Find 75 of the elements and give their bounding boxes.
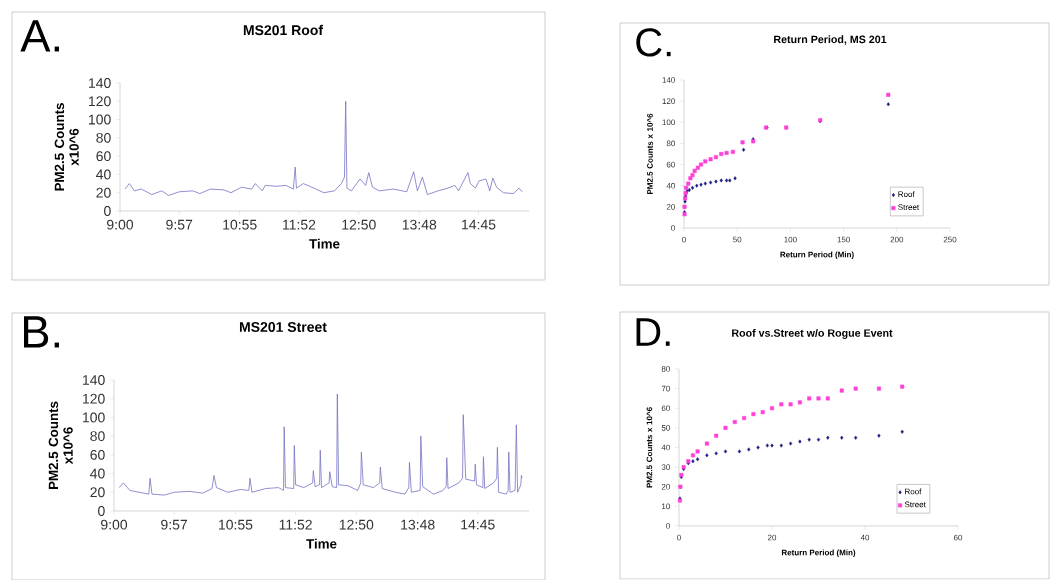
x-tick-label: 12:50 bbox=[339, 519, 374, 530]
y-tick-label: 50 bbox=[661, 424, 670, 431]
y-tick-label: 100 bbox=[662, 119, 675, 125]
x-tick-label: 14:45 bbox=[462, 219, 496, 230]
x-tick-label: 12:50 bbox=[342, 219, 376, 230]
x-tick-label: 14:45 bbox=[461, 519, 495, 530]
legend-label: Street bbox=[904, 501, 926, 508]
y-tick-label: 80 bbox=[90, 431, 105, 441]
x-tick-label: 200 bbox=[890, 236, 904, 243]
y-axis-title: PM2.5 Counts x10^6 bbox=[54, 102, 79, 191]
y-axis-title: PM2.5 Counts x 10^6 bbox=[646, 407, 653, 488]
legend-label: Roof bbox=[898, 190, 915, 197]
y-tick-label: 60 bbox=[661, 405, 670, 411]
x-tick-label: 9:57 bbox=[166, 219, 193, 230]
y-tick-label: 100 bbox=[89, 114, 111, 125]
y-tick-label: 120 bbox=[662, 98, 675, 104]
x-tick-label: 60 bbox=[953, 534, 963, 541]
y-tick-label: 30 bbox=[661, 464, 670, 470]
y-tick-label: 140 bbox=[89, 77, 111, 88]
text: D. bbox=[636, 318, 670, 346]
y-tick-label: 40 bbox=[90, 468, 105, 479]
y-tick-label: 60 bbox=[666, 161, 675, 168]
y-tick-label: 20 bbox=[666, 203, 675, 210]
x-tick-label: 50 bbox=[733, 236, 742, 243]
text: B. bbox=[23, 316, 59, 348]
chart-title: MS201 Roof bbox=[243, 24, 324, 35]
chart-title: MS201 Street bbox=[239, 321, 327, 332]
y-tick-label: 60 bbox=[96, 151, 111, 161]
text: C. bbox=[636, 28, 671, 57]
y-tick-label: 120 bbox=[89, 96, 111, 107]
x-tick-label: 9:57 bbox=[161, 519, 188, 530]
x-tick-label: 250 bbox=[943, 236, 957, 243]
x-tick-label: 9:00 bbox=[101, 519, 128, 530]
x-tick-label: 0 bbox=[677, 534, 681, 541]
y-tick-label: 10 bbox=[662, 503, 670, 510]
y-tick-label: 80 bbox=[666, 140, 675, 147]
y-tick-label: 80 bbox=[96, 132, 111, 143]
y-tick-label: 80 bbox=[661, 365, 670, 372]
y-tick-label: 140 bbox=[662, 76, 675, 83]
x-axis-title: Return Period (Min) bbox=[780, 251, 854, 259]
x-tick-label: 11:52 bbox=[279, 519, 312, 530]
y-tick-label: 20 bbox=[90, 487, 105, 498]
y-tick-label: 20 bbox=[96, 187, 111, 198]
y-tick-label: 40 bbox=[96, 169, 111, 180]
x-tick-label: 13:48 bbox=[401, 519, 435, 530]
x-tick-label: 100 bbox=[784, 236, 797, 243]
x-axis-title: Time bbox=[306, 538, 337, 549]
y-tick-label: 40 bbox=[666, 182, 675, 189]
x-tick-label: 150 bbox=[837, 236, 850, 243]
x-tick-label: 10:55 bbox=[219, 519, 253, 530]
legend-label: Street bbox=[898, 204, 920, 210]
legend-label: Roof bbox=[905, 488, 922, 495]
x-tick-label: 13:48 bbox=[402, 219, 437, 230]
x-axis-title: Time bbox=[309, 238, 340, 249]
text: A. bbox=[20, 20, 59, 52]
y-tick-label: 60 bbox=[90, 449, 105, 460]
x-tick-label: 11:52 bbox=[283, 219, 316, 230]
chart-title: Roof vs.Street w/o Rogue Event bbox=[732, 328, 893, 339]
y-tick-label: 0 bbox=[104, 205, 111, 216]
y-tick-label: 0 bbox=[98, 505, 105, 516]
y-axis-title: PM2.5 Counts x10^6 bbox=[48, 401, 73, 489]
x-tick-label: 10:55 bbox=[223, 219, 257, 230]
x-tick-label: 40 bbox=[860, 534, 870, 541]
x-tick-label: 0 bbox=[682, 236, 686, 243]
y-tick-label: 70 bbox=[661, 385, 670, 392]
y-tick-label: 120 bbox=[83, 393, 105, 404]
y-tick-label: 100 bbox=[83, 412, 105, 423]
chart-title: Return Period, MS 201 bbox=[774, 35, 887, 45]
x-tick-label: 20 bbox=[767, 534, 777, 541]
y-tick-label: 140 bbox=[83, 374, 105, 385]
y-tick-label: 40 bbox=[661, 444, 670, 451]
x-axis-title: Return Period (Min) bbox=[781, 549, 856, 557]
x-tick-label: 9:00 bbox=[107, 219, 134, 230]
y-tick-label: 20 bbox=[661, 483, 670, 490]
y-axis-title: PM2.5 Counts x 10^6 bbox=[647, 113, 653, 194]
